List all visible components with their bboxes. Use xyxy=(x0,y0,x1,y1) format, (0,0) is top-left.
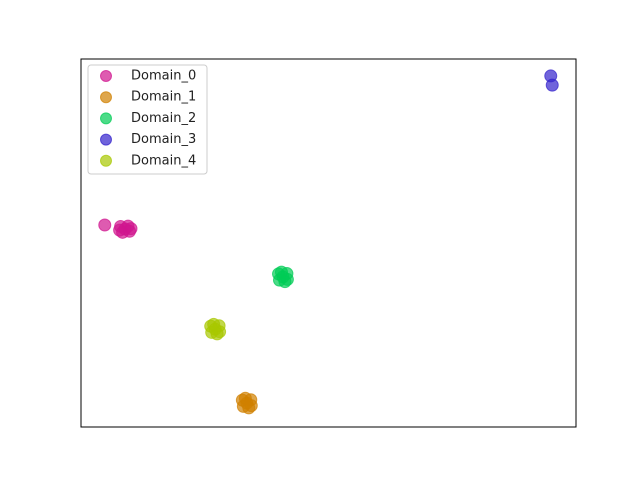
legend-marker xyxy=(100,154,112,167)
legend-marker xyxy=(100,70,112,82)
point xyxy=(113,223,127,237)
legend-label: Domain_3 xyxy=(131,132,196,147)
legend-label: Domain_2 xyxy=(131,111,196,126)
point xyxy=(545,78,559,92)
legend-label: Domain_4 xyxy=(131,153,196,168)
legend-label: Domain_1 xyxy=(131,90,196,105)
legend-marker xyxy=(100,91,112,104)
point xyxy=(124,222,138,236)
point xyxy=(242,401,256,415)
point xyxy=(98,218,112,232)
plot-frame xyxy=(80,58,577,428)
legend-label: Domain_0 xyxy=(131,69,196,84)
point xyxy=(210,327,224,341)
legend-box xyxy=(87,64,208,175)
legend-marker xyxy=(100,133,112,146)
legend-marker xyxy=(100,112,112,125)
point xyxy=(278,275,292,289)
